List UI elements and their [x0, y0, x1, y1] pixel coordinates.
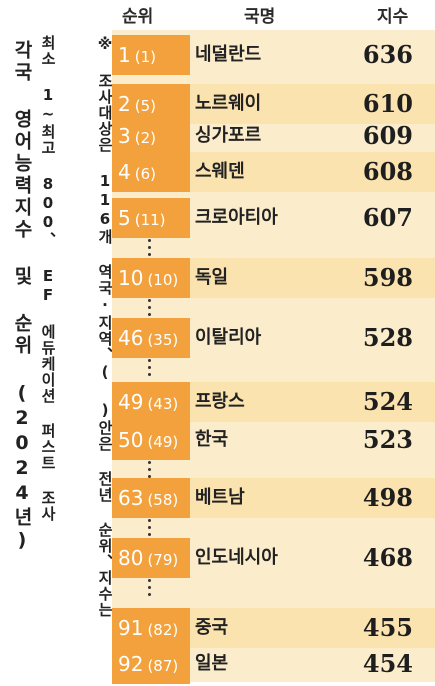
rank-value: 92	[118, 652, 144, 676]
score-value: 455	[362, 613, 413, 642]
score-value: 607	[362, 203, 413, 232]
prev-rank: (79)	[147, 551, 179, 569]
rank-value: 4	[118, 160, 131, 184]
rank-cell: 92 (87)	[112, 644, 190, 684]
prev-rank: (58)	[147, 491, 179, 509]
table-row: 63 (58) 베트남 498	[112, 478, 435, 518]
table-row: 5 (11) 크로아티아 607	[112, 198, 435, 238]
score-value: 598	[362, 263, 413, 292]
rank-value: 46	[118, 326, 144, 350]
score-value: 610	[362, 89, 413, 118]
table-row: 91 (82) 중국 455	[112, 608, 435, 648]
table-row: 1 (1) 네덜란드 636	[112, 35, 435, 75]
ellipsis-dots	[148, 299, 154, 321]
prev-rank: (82)	[147, 621, 179, 639]
rank-cell: 63 (58)	[112, 478, 190, 518]
rank-value: 91	[118, 616, 144, 640]
country-name: 이탈리아	[195, 327, 262, 348]
ellipsis-dots	[148, 239, 154, 261]
prev-rank: (6)	[134, 165, 156, 183]
country-name: 중국	[195, 617, 229, 638]
ellipsis-dots	[148, 461, 154, 483]
header-country: 국명	[244, 7, 276, 27]
country-name: 노르웨이	[195, 93, 262, 114]
rank-value: 49	[118, 390, 144, 414]
country-name: 독일	[195, 267, 229, 288]
prev-rank: (2)	[134, 129, 156, 147]
score-value: 528	[362, 323, 413, 352]
rank-value: 2	[118, 92, 131, 116]
rank-value: 80	[118, 546, 144, 570]
ellipsis-dots	[148, 359, 154, 381]
scope-note: ※ 조사대상은 116개 역국·지역、( )안은 전년 순위、지수는	[74, 35, 114, 675]
prev-rank: (5)	[134, 97, 156, 115]
chart-title: 각국 영어능력지수 및 순위 (2024년)	[11, 40, 33, 554]
country-name: 일본	[195, 653, 229, 674]
rank-cell: 49 (43)	[112, 382, 190, 422]
rank-value: 10	[118, 266, 144, 290]
prev-rank: (11)	[134, 211, 166, 229]
score-value: 454	[362, 649, 413, 678]
header-rank: 순위	[122, 7, 154, 27]
country-name: 프랑스	[195, 391, 245, 412]
rank-value: 5	[118, 206, 131, 230]
rank-cell: 5 (11)	[112, 198, 190, 238]
header-score: 지수	[377, 7, 409, 27]
country-name: 인도네시아	[195, 547, 278, 568]
rank-cell: 91 (82)	[112, 608, 190, 648]
rank-cell: 1 (1)	[112, 35, 190, 75]
table-row: 50 (49) 한국 523	[112, 420, 435, 460]
rank-cell: 4 (6)	[112, 152, 190, 192]
country-name: 네덜란드	[195, 44, 262, 65]
country-name: 크로아티아	[195, 207, 278, 228]
country-name: 한국	[195, 429, 229, 450]
country-name: 베트남	[195, 487, 245, 508]
score-value: 608	[362, 157, 413, 186]
rank-value: 63	[118, 486, 144, 510]
score-value: 609	[362, 121, 413, 150]
table-row: 3 (2) 싱가포르 609	[112, 116, 435, 156]
score-value: 498	[362, 483, 413, 512]
table-row: 92 (87) 일본 454	[112, 644, 435, 684]
rank-value: 50	[118, 428, 144, 452]
rank-cell: 46 (35)	[112, 318, 190, 358]
rank-cell: 3 (2)	[112, 116, 190, 156]
rank-cell: 10 (10)	[112, 258, 190, 298]
ellipsis-dots	[148, 579, 154, 601]
ellipsis-dots	[148, 519, 154, 541]
rank-cell: 50 (49)	[112, 420, 190, 460]
table-row: 4 (6) 스웨덴 608	[112, 152, 435, 192]
country-name: 스웨덴	[195, 161, 245, 182]
score-value: 468	[362, 543, 413, 572]
prev-rank: (1)	[134, 48, 156, 66]
scope-note-text: 조사대상은 116개 역국·지역、( )안은 전년 순위、지수는	[96, 73, 114, 618]
table-row: 80 (79) 인도네시아 468	[112, 538, 435, 578]
table-row: 49 (43) 프랑스 524	[112, 382, 435, 422]
score-value: 636	[362, 40, 413, 69]
score-value: 523	[362, 425, 413, 454]
score-value: 524	[362, 387, 413, 416]
note-marker: ※	[96, 35, 114, 54]
prev-rank: (43)	[147, 395, 179, 413]
prev-rank: (49)	[147, 433, 179, 451]
prev-rank: (10)	[147, 271, 179, 289]
rank-value: 3	[118, 124, 131, 148]
rank-cell: 80 (79)	[112, 538, 190, 578]
rank-value: 1	[118, 43, 131, 67]
source-note: 최소 1~최고 800、 EF 에듀케이션 퍼스트 조사	[39, 35, 57, 522]
table-row: 46 (35) 이탈리아 528	[112, 318, 435, 358]
prev-rank: (35)	[147, 331, 179, 349]
prev-rank: (87)	[147, 657, 179, 675]
country-name: 싱가포르	[195, 125, 262, 146]
table-row: 10 (10) 독일 598	[112, 258, 435, 298]
table-header: 순위 국명 지수	[112, 0, 435, 30]
